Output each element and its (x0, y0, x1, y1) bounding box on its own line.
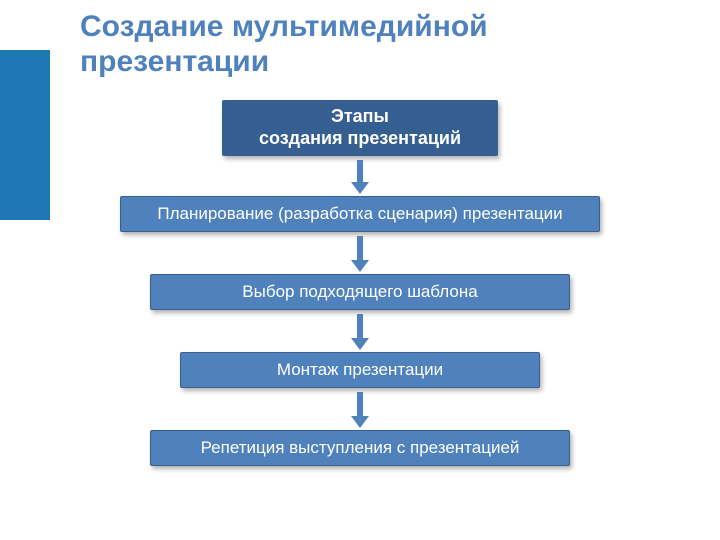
flowchart-node: Выбор подходящего шаблона (150, 274, 570, 310)
flowchart-node: Планирование (разработка сценария) презе… (120, 196, 600, 232)
arrow-down-head-icon (351, 260, 369, 272)
flowchart-node: Этапы создания презентаций (222, 100, 498, 156)
arrow-down-icon (357, 314, 363, 338)
arrow-down-icon (357, 392, 363, 416)
arrow-down-icon (357, 236, 363, 260)
flowchart-node: Монтаж презентации (180, 352, 540, 388)
arrow-down-icon (357, 160, 363, 182)
arrow-down-head-icon (351, 416, 369, 428)
flowchart-node: Репетиция выступления с презентацией (150, 430, 570, 466)
flowchart: Этапы создания презентаций Планирование (… (0, 0, 720, 540)
arrow-down-head-icon (351, 182, 369, 194)
arrow-down-head-icon (351, 338, 369, 350)
